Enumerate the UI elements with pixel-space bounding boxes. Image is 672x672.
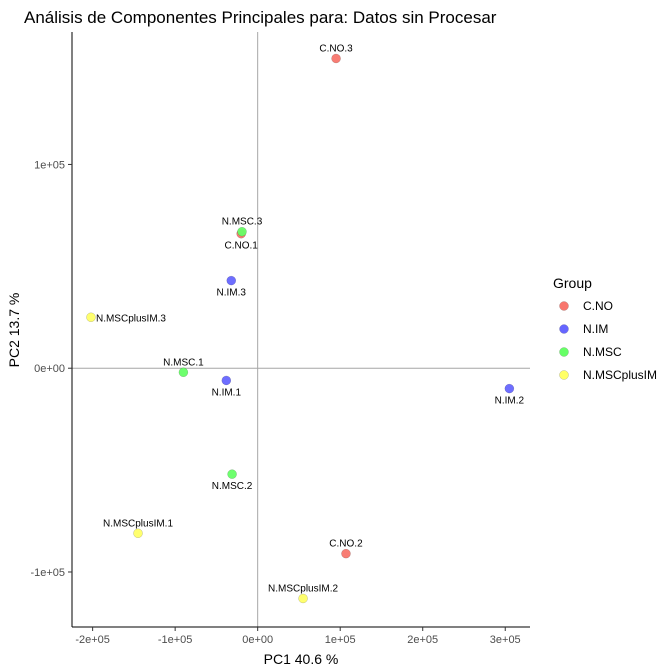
plot-panel	[71, 32, 530, 628]
point-label: N.IM.2	[495, 396, 525, 407]
y-tick-label: -1e+05	[30, 567, 65, 579]
x-tick-label: -1e+05	[158, 634, 193, 646]
point-label: N.MSCplusIM.2	[268, 583, 338, 594]
data-point	[331, 53, 341, 64]
data-point	[298, 593, 308, 604]
point-label: N.MSC.3	[222, 217, 263, 228]
x-axis-title: PC1 40.6 %	[264, 651, 339, 667]
legend-label: N.MSC	[583, 345, 622, 359]
legend-title: Group	[553, 275, 592, 291]
data-point	[237, 226, 247, 237]
legend-key	[559, 347, 569, 357]
legend-label: C.NO	[583, 299, 613, 313]
data-points: C.NO.3 C.NO.1 C.NO.2 N.IM.3 N.IM.1 N.IM.2 N.MS…	[86, 43, 525, 604]
data-point	[221, 375, 232, 386]
data-point	[86, 312, 96, 323]
legend-key	[559, 370, 569, 380]
y-tick-label: 0e+00	[34, 363, 65, 375]
data-point	[226, 275, 237, 286]
x-tick-label: 2e+05	[407, 634, 438, 646]
data-point	[504, 383, 515, 394]
x-tick-label: 3e+05	[490, 634, 521, 646]
legend: Group C.NO N.IM N.MSC N.MSCplusIM	[553, 275, 657, 382]
data-point	[178, 367, 189, 378]
legend-label: N.MSCplusIM	[583, 368, 657, 382]
x-tick-label: 1e+05	[325, 634, 356, 646]
legend-key	[559, 324, 569, 334]
legend-label: N.IM	[583, 322, 608, 336]
data-point	[227, 469, 237, 479]
x-tick-label: -2e+05	[75, 634, 110, 646]
point-label: N.IM.1	[212, 387, 242, 398]
x-axis: -2e+05 -1e+05 0e+00 1e+05 2e+05 3e+05	[75, 627, 521, 646]
point-label: C.NO.3	[319, 43, 353, 54]
y-axis: -1e+05 0e+00 1e+05	[30, 159, 72, 579]
y-tick-label: 1e+05	[34, 159, 65, 171]
point-label: C.NO.2	[329, 539, 363, 550]
data-point	[341, 548, 351, 559]
point-label: N.MSC.2	[212, 481, 253, 492]
legend-key	[559, 301, 569, 311]
point-label: N.MSCplusIM.3	[96, 313, 166, 324]
point-label: N.MSC.1	[163, 357, 204, 368]
y-axis-title: PC2 13.7 %	[6, 293, 22, 368]
point-label: C.NO.1	[224, 241, 258, 252]
x-tick-label: 0e+00	[242, 634, 273, 646]
point-label: N.IM.3	[217, 288, 247, 299]
data-point	[133, 528, 143, 539]
chart-title: Análisis de Componentes Principales para…	[24, 8, 497, 27]
point-label: N.MSCplusIM.1	[103, 518, 173, 529]
